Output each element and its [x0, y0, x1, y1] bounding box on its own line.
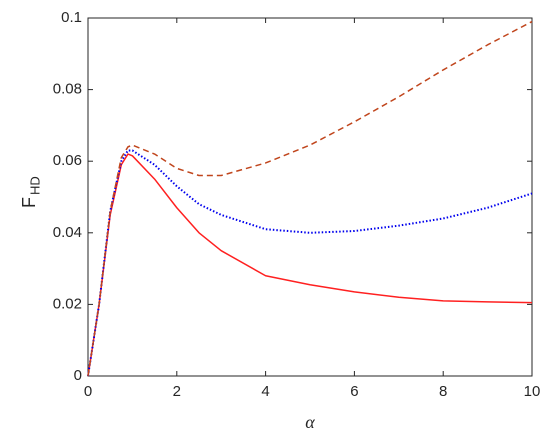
plot-frame: [87, 17, 533, 377]
y-tick-label: 0.1: [61, 9, 82, 26]
y-tick-label: 0: [74, 367, 82, 384]
y-axis-label-group: F HD: [19, 176, 43, 208]
y-tick-label: 0.02: [53, 295, 82, 312]
x-tick-label: 2: [173, 383, 181, 400]
y-tick-label: 0.04: [53, 224, 82, 241]
y-tick-label: 0.06: [53, 152, 82, 169]
y-tick-label: 0.08: [53, 81, 82, 98]
series-line: [87, 20, 533, 377]
y-axis-label-subscript: HD: [27, 176, 42, 195]
x-tick-label: 6: [350, 383, 358, 400]
x-tick-label: 8: [439, 383, 447, 400]
x-tick-label: 4: [261, 383, 269, 400]
y-axis-label: F: [19, 197, 39, 208]
x-axis-label: α: [305, 412, 315, 432]
x-tick-label: 10: [524, 383, 541, 400]
x-tick-label: 0: [84, 383, 92, 400]
